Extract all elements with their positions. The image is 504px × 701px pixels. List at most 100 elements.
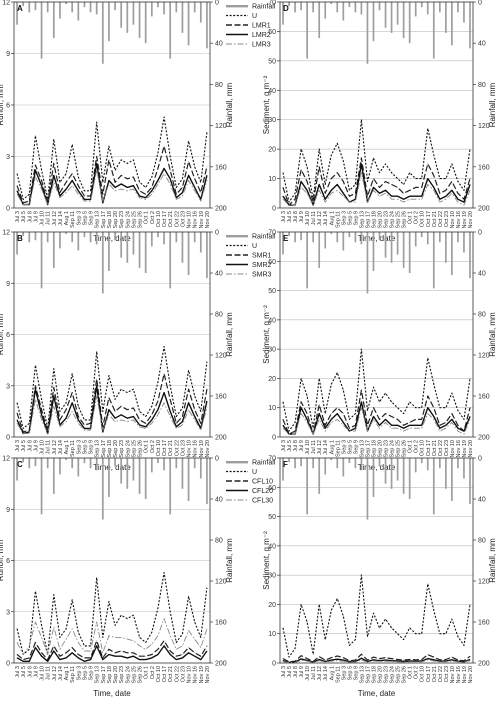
data-point (282, 172, 284, 174)
x-tick-label: Sep 9 (89, 440, 95, 454)
rainfall-bar (65, 232, 67, 235)
data-point (47, 654, 49, 655)
x-tick-label: Sep 13 (359, 440, 365, 457)
data-point (306, 189, 308, 191)
data-point (133, 159, 134, 161)
data-point (409, 427, 411, 429)
data-point (126, 409, 128, 411)
rainfall-bar (336, 458, 339, 469)
data-point (306, 395, 308, 397)
data-point (59, 659, 61, 660)
data-point (469, 178, 471, 179)
data-point (169, 156, 171, 157)
rainfall-bar (312, 232, 315, 243)
rainfall-bar (438, 458, 441, 469)
rainfall-bar (163, 458, 165, 471)
data-point (342, 192, 344, 194)
data-point (145, 426, 147, 428)
data-point (145, 416, 147, 417)
rainfall-bar (83, 458, 86, 464)
data-point (294, 198, 296, 200)
y-tick-label: 9 (6, 281, 10, 288)
data-point (22, 433, 24, 434)
rainfall-bar (354, 2, 357, 13)
x-tick-label: Sep 11 (70, 440, 76, 457)
legend-entry: CFL20 (252, 488, 273, 495)
rainfall-bar (71, 232, 74, 243)
data-point (361, 659, 362, 661)
rainfall-tick-label: 80 (478, 82, 486, 89)
rainfall-bar (193, 2, 196, 13)
x-tick-label: Nov 20 (205, 211, 211, 228)
rainfall-bar (469, 458, 471, 505)
panel-d: 0 10 20 30 40 50 60 70 Sediment, g m⁻² 0 40 80 120 16… (262, 0, 497, 243)
data-point (71, 392, 73, 393)
data-point (403, 661, 404, 662)
x-tick-label: Sep 5 (347, 440, 353, 454)
x-tick-label: Sep 3 (341, 666, 347, 680)
data-point (114, 181, 116, 183)
data-point (397, 661, 398, 663)
x-tick-label: Jul 5 (287, 666, 293, 678)
data-point (16, 185, 18, 187)
x-tick-label: Sep 25 (131, 440, 137, 457)
data-point (206, 407, 208, 409)
data-point (139, 197, 140, 199)
rainfall-tick-label: 160 (478, 620, 490, 627)
rainfall-bar (138, 2, 141, 39)
y-axis-label: Sediment, g m⁻² (262, 531, 271, 590)
data-point (385, 618, 386, 620)
data-point (71, 373, 73, 375)
rainfall-bar (378, 2, 381, 11)
rainfall-bar (108, 232, 110, 271)
data-point (330, 192, 332, 194)
x-tick-label: Sep 23 (384, 440, 390, 457)
rainfall-bar (46, 458, 49, 469)
x-tick-label: Sep 9 (89, 666, 95, 680)
data-point (349, 195, 350, 197)
data-point (157, 180, 159, 181)
data-point (16, 190, 18, 192)
panel-letter: F (283, 460, 288, 469)
x-tick-label: Nov 20 (205, 440, 211, 457)
data-point (403, 184, 404, 185)
data-point (469, 660, 471, 662)
x-tick-label: Nov 10 (450, 666, 456, 683)
data-point (403, 413, 404, 414)
x-tick-label: Jul 10 (40, 440, 46, 455)
data-point (126, 178, 128, 180)
data-point (151, 643, 153, 645)
rainfall-bar (89, 458, 92, 469)
data-point (175, 422, 177, 424)
x-tick-label: Jul 3 (281, 666, 287, 678)
y-tick-label: 0 (272, 206, 276, 213)
x-tick-label: Oct 1 (144, 211, 150, 224)
rainfall-bar (342, 458, 345, 477)
data-point (16, 657, 18, 659)
data-point (188, 175, 189, 176)
data-point (409, 424, 411, 426)
data-point (163, 640, 165, 642)
panel-letter: D (283, 4, 289, 13)
data-point (41, 625, 42, 626)
data-point (373, 189, 374, 191)
data-point (342, 615, 344, 617)
series-line-u (16, 345, 208, 430)
rainfall-bar (157, 232, 159, 238)
rainfall-bar (157, 458, 159, 464)
rainfall-bar (52, 458, 55, 494)
legend-entry: U (252, 243, 257, 250)
data-point (421, 195, 423, 197)
data-point (90, 429, 91, 431)
data-point (324, 184, 326, 185)
rainfall-bar (426, 2, 429, 15)
data-point (421, 661, 423, 663)
data-point (463, 189, 465, 191)
x-tick-label: Oct 17 (426, 440, 432, 456)
rainfall-bar (77, 458, 80, 477)
data-point (102, 659, 104, 660)
x-tick-label: Aug 1 (329, 211, 335, 225)
legend-entry: Rainfall (252, 234, 276, 241)
rainfall-bar (59, 458, 61, 475)
x-tick-label: Sep 25 (131, 211, 137, 228)
